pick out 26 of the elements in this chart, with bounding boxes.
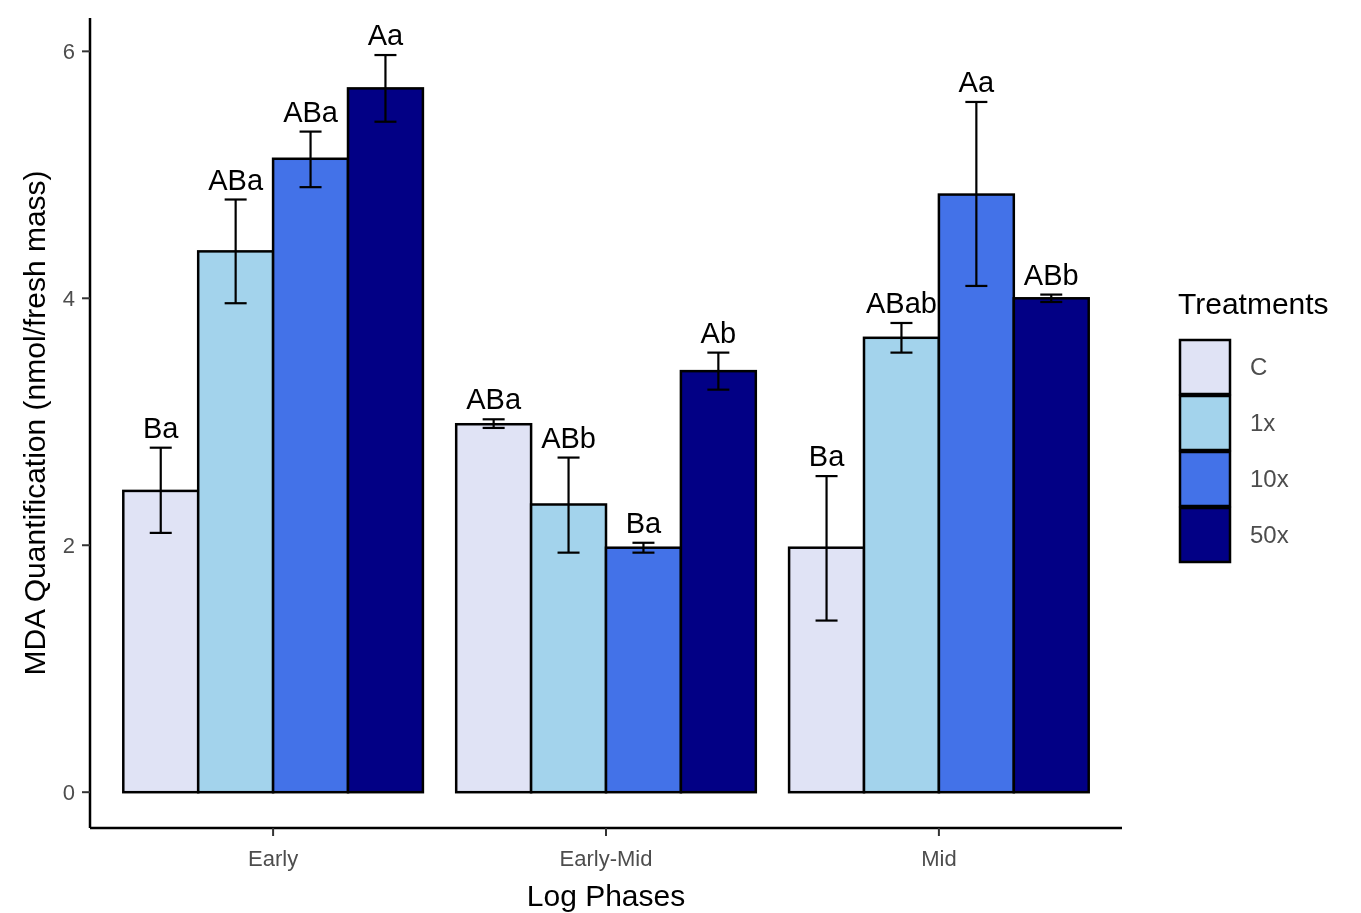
x-axis-title: Log Phases bbox=[526, 879, 686, 912]
legend-label: 10x bbox=[1250, 465, 1289, 493]
y-tick-label: 2 bbox=[62, 532, 75, 558]
legend-label: 1x bbox=[1250, 409, 1276, 437]
annotation: Ba bbox=[625, 506, 663, 539]
legend-title: Treatments bbox=[1178, 287, 1329, 320]
legend-label: C bbox=[1250, 353, 1268, 381]
y-tick-label: 4 bbox=[62, 285, 75, 311]
annotation: ABb bbox=[541, 421, 596, 454]
annotation: ABb bbox=[1023, 258, 1079, 291]
legend-label: 50x bbox=[1250, 521, 1289, 549]
annotation: ABa bbox=[466, 383, 522, 416]
annotation: Ba bbox=[143, 411, 180, 444]
annotation: Ba bbox=[808, 440, 846, 473]
annotation: Aa bbox=[958, 65, 995, 98]
annotation: ABa bbox=[283, 95, 339, 128]
x-tick-label: Early-Mid bbox=[559, 846, 653, 871]
x-tick-label: Mid bbox=[921, 846, 957, 871]
y-axis-title: MDA Quantification (nmol/fresh mass) bbox=[18, 170, 51, 676]
annotation: Aa bbox=[367, 19, 405, 52]
annotation: ABab bbox=[865, 286, 937, 319]
y-tick-label: 0 bbox=[62, 779, 75, 805]
y-tick-label: 6 bbox=[62, 39, 75, 65]
annotation: Ab bbox=[700, 316, 737, 349]
x-tick-label: Early bbox=[248, 846, 299, 871]
annotation: ABa bbox=[208, 163, 264, 196]
